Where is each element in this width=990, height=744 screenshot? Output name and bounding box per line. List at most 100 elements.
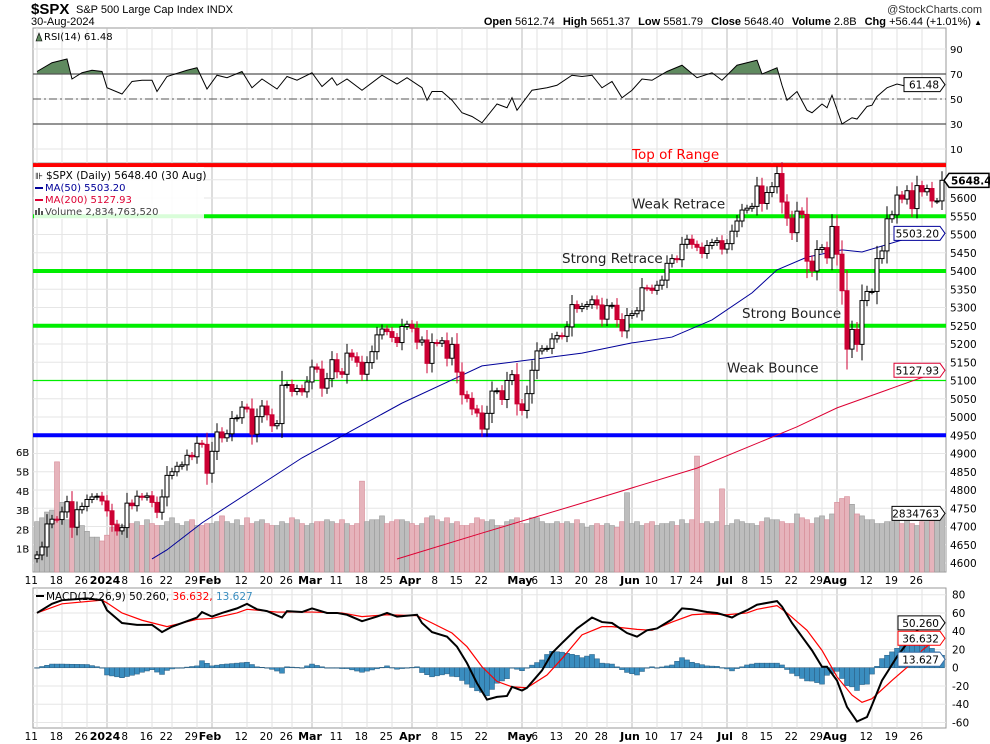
macd-hist-bar [79, 664, 85, 668]
volume-bar [384, 523, 390, 573]
macd-hist-bar [384, 665, 390, 668]
candle [689, 234, 695, 249]
macd-hist-bar [379, 667, 385, 669]
price-axis-label: 5100 [950, 376, 977, 388]
macd-hist-bar [174, 667, 180, 669]
volume-bar [479, 519, 485, 573]
candle [794, 201, 800, 243]
candle [389, 326, 395, 343]
candle [729, 224, 735, 251]
volume-bar [139, 525, 145, 573]
macd-hist-bar [519, 667, 525, 671]
volume-bar [909, 523, 915, 573]
candle [859, 284, 865, 361]
volume-bar [394, 519, 400, 573]
candle [144, 492, 150, 501]
macd-hist-bar [784, 667, 790, 670]
candle [609, 302, 615, 309]
price-axis-label: 5600 [950, 193, 977, 205]
candle [359, 355, 365, 381]
candle [829, 214, 835, 271]
candle [84, 494, 90, 512]
volume-bar [639, 525, 645, 573]
candle [234, 414, 240, 422]
volume-bar [629, 523, 635, 573]
x-axis-label: Mar [298, 730, 322, 743]
candle [184, 449, 190, 471]
price-axis-label: 5050 [950, 394, 977, 406]
macd-hist-bar [574, 655, 580, 668]
x-axis-label: 29 [185, 731, 198, 743]
volume-bar [764, 517, 770, 573]
volume-bar [429, 515, 435, 573]
volume-tag-text: 2834763 [892, 508, 939, 520]
volume-bar [354, 523, 360, 573]
macd-signal-line [36, 599, 943, 704]
volume-bar [484, 521, 490, 573]
candle [239, 401, 245, 424]
volume-bar [714, 521, 720, 573]
macd-hist-bar [774, 662, 780, 668]
candle [929, 181, 935, 208]
price-legend: $SPX (Daily) 5648.40 (30 Aug) [46, 170, 206, 182]
candle [109, 503, 115, 532]
price-axis-label: 5550 [950, 211, 977, 223]
macd-hist-bar [109, 667, 115, 677]
macd-axis-label: -40 [952, 699, 969, 711]
volume-bar [854, 513, 860, 573]
volume-bar [424, 517, 430, 573]
candle [424, 330, 430, 374]
volume-bar [509, 519, 515, 573]
candle [279, 370, 285, 438]
volume-legend-icon [38, 208, 40, 215]
price-axis-label: 5350 [950, 284, 977, 296]
candle [54, 516, 60, 523]
price-axis-label: 4800 [950, 485, 977, 497]
volume-bar [369, 519, 375, 573]
macd-hist-bar [589, 654, 595, 668]
volume-bar [834, 502, 840, 573]
macd-axis-label: -60 [952, 717, 969, 729]
x-axis-label: 16 [140, 575, 154, 587]
macd-hist-bar [879, 658, 885, 668]
macd-hist-bar [294, 667, 300, 669]
macd-hist-bar [254, 666, 260, 668]
macd-hist-bar [219, 664, 225, 668]
candle [579, 302, 585, 313]
candle [569, 294, 575, 337]
macd-hist-bar [124, 667, 130, 677]
macd-hist-bar [884, 654, 890, 668]
volume-bar [519, 523, 525, 573]
candle [899, 190, 905, 204]
candle [559, 332, 565, 340]
candle [314, 363, 320, 373]
macd-hist-bar [664, 665, 670, 668]
x-axis-label: Aug [823, 730, 847, 743]
macd-hist-bar [324, 667, 330, 669]
macd-hist-bar [834, 667, 840, 672]
volume-bar [184, 521, 190, 573]
macd-hist-bar [739, 666, 745, 668]
macd-hist-bar [279, 667, 285, 674]
volume-bar [789, 523, 795, 573]
level-annotation: Top of Range [631, 147, 719, 163]
x-axis-label: Jun [619, 574, 640, 587]
volume-bar [464, 525, 470, 573]
macd-hist-bar [389, 667, 395, 669]
candle [329, 351, 335, 388]
macd-hist-bar [764, 662, 770, 668]
volume-bar [914, 525, 920, 573]
volume-bar [219, 515, 225, 573]
macd-hist-bar [654, 667, 660, 669]
candle [119, 523, 125, 535]
hist-value-tag-text: 13.627 [902, 654, 939, 666]
volume-bar [404, 521, 410, 573]
x-axis-label: 24 [690, 731, 704, 743]
macd-hist-bar [429, 667, 435, 678]
candle [639, 277, 645, 321]
x-axis-label: 25 [380, 575, 393, 587]
macd-hist-bar [434, 667, 440, 677]
volume-bar [399, 519, 405, 573]
macd-hist-bar [39, 666, 45, 668]
